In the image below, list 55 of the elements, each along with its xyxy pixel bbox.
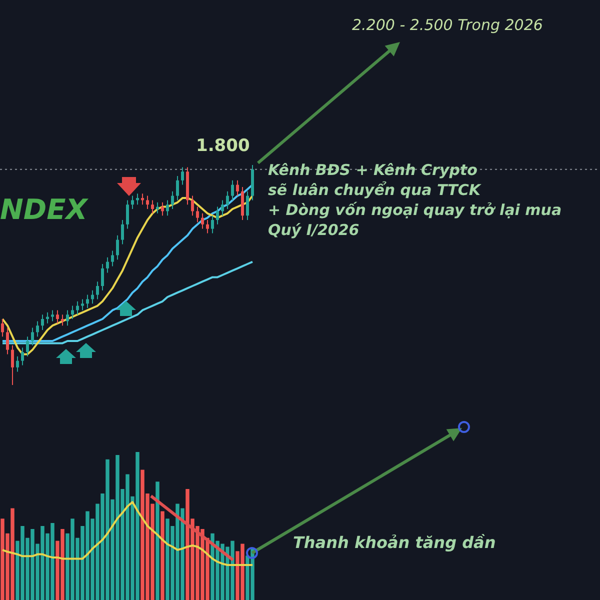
candlestick [161,202,164,216]
candlestick [146,195,149,210]
candlestick [116,234,119,260]
candlestick [111,250,114,267]
bar [160,511,164,600]
candlestick [151,200,154,214]
candlestick [201,212,204,230]
candlestick [211,215,214,234]
candlestick [46,312,49,324]
candlestick [176,176,179,201]
text: Kênh BĐS + Kênh Crypto sẽ luân chuyển qua TTCK + Dòng vốn ngoại quay trở lại mua Quý I/2026 [268,160,562,240]
candlestick [131,195,134,210]
candlestick [56,310,59,324]
candlestick [86,294,89,308]
candlestick [166,200,169,216]
candlestick [221,200,224,216]
candlestick [156,202,159,214]
candlestick [206,220,209,234]
candlestick [36,320,39,338]
candlestick [6,327,9,355]
candlestick [231,180,234,201]
text: 1.800 [196,136,250,156]
candlestick [236,180,239,196]
candlestick [246,190,249,220]
candlestick [106,256,109,274]
candlestick [76,300,79,316]
candlestick [51,310,54,322]
candlestick [11,344,14,386]
candlestick [96,281,99,300]
candlestick [41,314,44,330]
candlestick [16,356,19,372]
candlestick [171,190,174,210]
candlestick [181,166,184,186]
text: NDEX [0,193,88,226]
candlestick [141,193,144,206]
candlestick [226,190,229,210]
candlestick [216,206,219,225]
candlestick [191,195,194,216]
candlestick [66,310,69,326]
bar [156,482,160,600]
candlestick [1,318,4,338]
candlestick [91,290,94,304]
candlestick [136,193,139,206]
candlestick [61,314,64,326]
text: 2.200 - 2.500 Trong 2026 [352,16,543,34]
candlestick [71,305,74,320]
candlestick [31,327,34,346]
candlestick [101,264,104,291]
candlestick [196,206,199,223]
candlestick [126,200,129,230]
candlestick [121,220,124,245]
candlestick [21,347,24,366]
text: Thanh khoản tăng dần [293,533,496,552]
candlestick [81,298,84,311]
candlestick [26,336,29,357]
